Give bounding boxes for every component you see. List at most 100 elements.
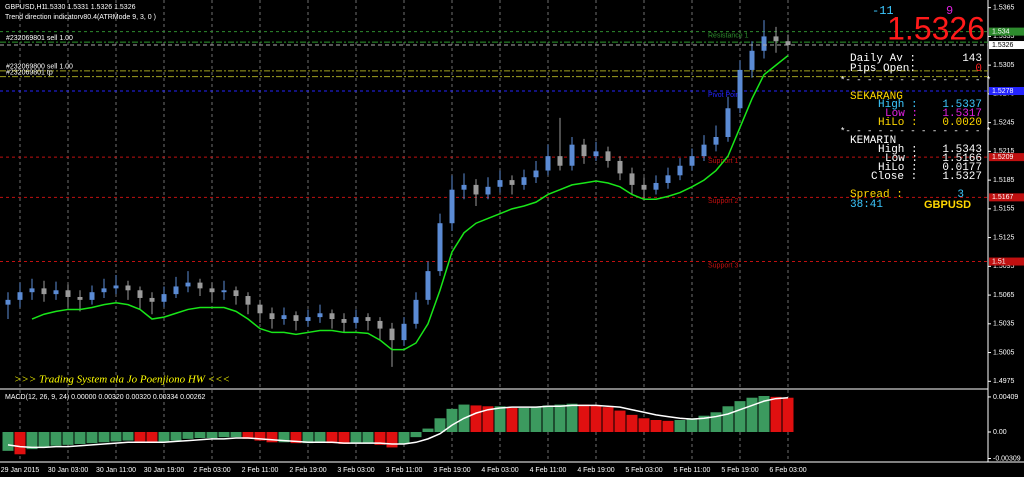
clock: 38:41 <box>850 199 883 211</box>
macd-bar <box>338 432 350 444</box>
macd-bar <box>638 418 650 432</box>
macd-bar <box>86 432 98 444</box>
macd-bar <box>266 432 278 443</box>
macd-bar <box>230 432 242 438</box>
macd-bar <box>302 432 314 444</box>
y-tick-label: 1.5035 <box>993 321 1015 328</box>
macd-signal <box>7 396 789 449</box>
candle-body <box>101 288 107 293</box>
level-name: Support 3 <box>708 262 738 269</box>
candle-body <box>617 160 623 174</box>
macd-bar <box>758 396 770 432</box>
candle-body <box>701 144 707 157</box>
candle-body <box>485 186 491 195</box>
candle-body <box>749 50 755 70</box>
candle-body <box>545 156 551 171</box>
candle-body <box>449 189 455 224</box>
y-tick-label: 1.5335 <box>993 33 1015 40</box>
candle-body <box>377 320 383 329</box>
candle-body <box>497 180 503 187</box>
macd-bar <box>122 432 134 441</box>
macd-bar <box>734 401 746 432</box>
candle-body <box>221 290 227 293</box>
section-title: KEMARIN <box>850 135 896 147</box>
level-name: Resistance 1 <box>708 32 749 39</box>
macd-bar <box>110 432 122 442</box>
macd-bar <box>434 418 446 432</box>
macd-bar <box>470 405 482 432</box>
candle-body <box>629 173 635 185</box>
info-panel: -11 9 1.5326 Daily Av : 143 Pips Open: 0… <box>840 4 991 211</box>
value: 0.0020 <box>942 117 982 129</box>
macd-bar <box>350 432 362 444</box>
macd-bar <box>542 405 554 432</box>
macd-bar <box>134 432 146 442</box>
candle-body <box>569 144 575 166</box>
macd-bar <box>710 412 722 432</box>
candle-body <box>785 41 791 46</box>
candle-body <box>149 297 155 302</box>
label: High : <box>878 99 918 111</box>
y-tick-label: 1.5365 <box>993 5 1015 12</box>
macd-bar <box>278 432 290 443</box>
macd-bar <box>206 432 218 438</box>
candle-body <box>689 156 695 166</box>
macd-bar <box>590 405 602 432</box>
x-tick-label: 29 Jan 2015 <box>1 467 40 474</box>
symbol: GBPUSD,H1 <box>5 4 46 11</box>
value: 1.5343 <box>942 144 982 156</box>
macd-bar <box>362 432 374 444</box>
candle-body <box>5 299 11 305</box>
x-tick-label: 30 Jan 03:00 <box>48 467 89 474</box>
candle-body <box>437 223 443 272</box>
candle-body <box>557 156 563 166</box>
x-tick-label: 3 Feb 19:00 <box>433 467 470 474</box>
x-tick-label: 3 Feb 11:00 <box>386 467 423 474</box>
value: 1.5317 <box>942 108 982 120</box>
quote: 1.5330 1.5331 1.5326 1.5326 <box>44 4 136 11</box>
macd-bar <box>770 396 782 432</box>
macd-bar <box>482 406 494 432</box>
macd-tick-label: 0.00 <box>993 429 1007 436</box>
label: Pips Open: <box>850 63 916 75</box>
candle-body <box>161 294 167 302</box>
macd-bar <box>446 408 458 432</box>
level-value: 1.5278 <box>992 88 1014 95</box>
label: HiLo : <box>878 162 918 174</box>
macd-bar <box>218 432 230 438</box>
panel-symbol: GBPUSD <box>924 199 971 211</box>
candle-body <box>533 170 539 178</box>
macd-bar <box>290 432 302 444</box>
candle-body <box>269 313 275 320</box>
macd-bar <box>686 418 698 432</box>
candle-body <box>329 313 335 320</box>
x-tick-label: 30 Jan 19:00 <box>144 467 185 474</box>
level-value: 1.5209 <box>992 154 1014 161</box>
macd-bar <box>662 420 674 432</box>
macd-bar <box>578 404 590 432</box>
level-value: 1.5167 <box>992 194 1014 201</box>
level-box <box>989 193 1024 202</box>
macd-bar <box>782 397 794 432</box>
candle-body <box>257 304 263 314</box>
macd-bar <box>614 410 626 432</box>
macd-bar <box>26 432 38 450</box>
macd-bar <box>422 428 434 432</box>
macd-bar <box>506 408 518 432</box>
label: High : <box>878 144 918 156</box>
macd-bar <box>722 406 734 432</box>
macd-bar <box>62 432 74 445</box>
macd-bar <box>374 432 386 445</box>
macd-bar <box>2 432 14 451</box>
macd-bar <box>38 432 50 448</box>
candle-body <box>713 136 719 145</box>
y-tick-label: 1.5155 <box>993 206 1015 213</box>
candle-body <box>17 292 23 300</box>
y-tick-label: 1.5065 <box>993 292 1015 299</box>
y-tick-label: 1.4975 <box>993 378 1015 385</box>
macd-bar <box>698 415 710 432</box>
macd-tick-label: -0.00309 <box>993 455 1021 462</box>
section-title: SEKARANG <box>850 91 903 103</box>
label: Low : <box>885 108 918 120</box>
macd-bar <box>74 432 86 444</box>
